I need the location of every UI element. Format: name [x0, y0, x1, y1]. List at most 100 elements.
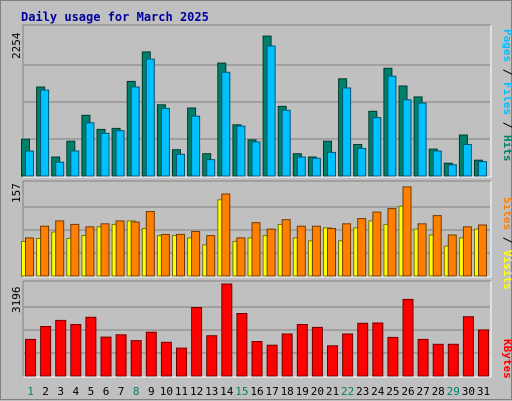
bar-files-day-3: [55, 161, 65, 177]
day-label-31: 31: [477, 385, 490, 398]
day-label-16: 16: [250, 385, 263, 398]
bar-files-day-16: [251, 141, 261, 177]
bar-files-day-20: [311, 157, 321, 177]
bar-sites-day-23: [357, 218, 367, 277]
bar-sites-day-14: [221, 193, 231, 277]
day-label-23: 23: [356, 385, 369, 398]
bar-files-day-6: [100, 132, 110, 177]
bar-files-day-8: [130, 86, 140, 177]
bar-sites-day-31: [478, 224, 487, 277]
bar-kbytes-day-7: [115, 334, 127, 377]
bar-files-day-7: [115, 130, 125, 177]
bar-kbytes-day-16: [251, 341, 263, 377]
chart-title: Daily usage for March 2025: [21, 10, 209, 24]
bar-kbytes-day-13: [206, 335, 218, 377]
day-label-10: 10: [160, 385, 173, 398]
top-panel-legend: Pages / Files / Hits: [501, 29, 512, 162]
legend-separator: /: [501, 230, 512, 250]
bar-files-day-2: [40, 89, 50, 177]
day-label-14: 14: [220, 385, 234, 398]
bar-kbytes-day-12: [191, 307, 203, 377]
day-label-19: 19: [296, 385, 309, 398]
bar-kbytes-day-9: [145, 331, 157, 377]
top-panel-ymax-label: 2254: [10, 32, 23, 59]
bar-sites-day-11: [176, 233, 185, 277]
bar-sites-day-5: [85, 226, 95, 277]
bar-kbytes-day-18: [281, 333, 293, 377]
bar-files-day-30: [462, 144, 472, 177]
bar-kbytes-day-17: [266, 344, 278, 377]
bar-files-day-15: [236, 125, 246, 177]
legend-pages: Pages: [501, 29, 512, 62]
day-label-2: 2: [42, 385, 49, 398]
day-label-24: 24: [371, 385, 385, 398]
bar-kbytes-day-31: [478, 329, 489, 377]
bar-sites-day-15: [236, 237, 246, 277]
bar-kbytes-day-6: [100, 336, 112, 377]
bar-files-day-27: [417, 102, 427, 177]
svg-text:Sites / Visits: Sites / Visits: [501, 197, 512, 290]
middle-panel-ymax-label: 157: [10, 183, 23, 203]
bar-sites-day-1: [25, 237, 34, 277]
bar-sites-day-3: [55, 220, 65, 277]
bar-kbytes-day-26: [402, 298, 414, 377]
bar-sites-day-9: [145, 211, 155, 277]
bar-kbytes-day-27: [417, 338, 429, 377]
bar-files-day-28: [432, 150, 442, 177]
bar-sites-day-25: [387, 208, 397, 277]
bar-sites-day-17: [266, 228, 276, 277]
bar-kbytes-day-8: [130, 340, 142, 377]
bar-kbytes-day-28: [432, 343, 444, 377]
bar-sites-day-19: [296, 225, 306, 277]
bar-sites-day-28: [432, 215, 442, 277]
day-label-12: 12: [190, 385, 203, 398]
bar-sites-day-16: [251, 222, 261, 277]
bar-files-day-29: [447, 164, 457, 177]
middle-panel-legend: Sites / Visits: [501, 197, 512, 290]
bar-kbytes-day-29: [447, 343, 459, 377]
day-label-5: 5: [88, 385, 95, 398]
legend-separator: /: [501, 62, 512, 82]
bar-sites-day-13: [206, 235, 216, 277]
bottom-panel-ymax-label: 3196: [10, 287, 23, 314]
day-label-11: 11: [175, 385, 188, 398]
bar-sites-day-29: [447, 234, 457, 277]
bar-files-day-9: [145, 58, 155, 177]
bar-files-day-19: [296, 156, 306, 177]
bar-kbytes-day-2: [40, 326, 52, 377]
svg-text:Pages / Files / Hits: Pages / Files / Hits: [501, 29, 512, 162]
bar-kbytes-day-1: [25, 338, 36, 377]
bar-files-day-25: [387, 75, 397, 177]
day-label-7: 7: [118, 385, 125, 398]
bottom-panel-legend: KBytes: [501, 339, 512, 379]
bar-files-day-14: [221, 71, 231, 177]
day-label-17: 17: [265, 385, 278, 398]
day-label-26: 26: [401, 385, 414, 398]
bar-sites-day-2: [40, 225, 50, 277]
legend-separator: /: [501, 115, 512, 135]
bar-kbytes-day-21: [327, 345, 338, 377]
bar-kbytes-day-19: [296, 324, 308, 377]
bar-sites-day-22: [342, 223, 352, 277]
bar-kbytes-day-22: [342, 333, 354, 377]
bar-files-day-23: [357, 147, 367, 177]
day-label-25: 25: [386, 385, 399, 398]
legend-hits: Hits: [501, 135, 512, 162]
bar-files-day-5: [85, 122, 95, 177]
day-label-18: 18: [281, 385, 294, 398]
day-label-27: 27: [416, 385, 429, 398]
bar-files-day-10: [160, 107, 170, 177]
bar-sites-day-24: [372, 211, 382, 277]
bar-sites-day-21: [327, 228, 336, 277]
day-label-21: 21: [326, 385, 339, 398]
bar-kbytes-day-24: [372, 322, 384, 377]
day-label-20: 20: [311, 385, 324, 398]
day-label-22: 22: [341, 385, 354, 398]
bar-sites-day-26: [402, 186, 412, 277]
bar-files-day-31: [478, 161, 487, 177]
day-label-6: 6: [103, 385, 110, 398]
bar-sites-day-30: [462, 226, 472, 277]
bar-files-day-24: [372, 117, 382, 177]
bar-kbytes-day-30: [462, 316, 474, 377]
bar-files-day-18: [281, 109, 291, 177]
